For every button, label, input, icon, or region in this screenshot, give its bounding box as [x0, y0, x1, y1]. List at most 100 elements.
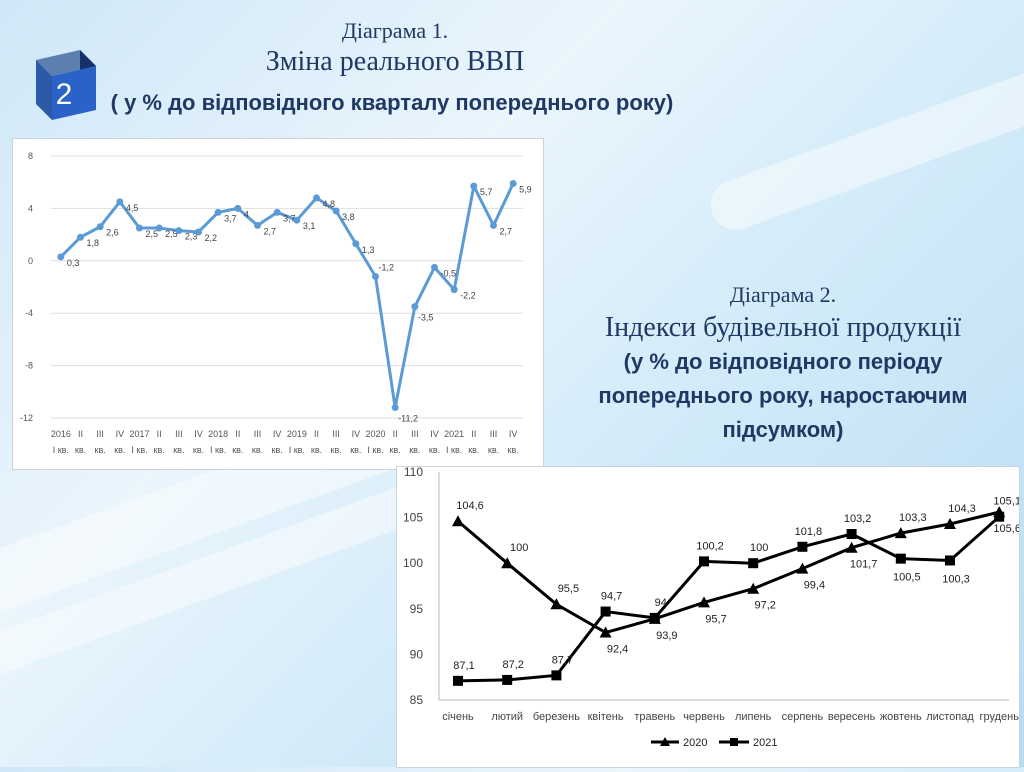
data-point: [490, 221, 497, 229]
x-tick-label: I кв.: [367, 445, 383, 455]
y-tick-label: 85: [410, 693, 424, 707]
x-tick-label: 2020: [365, 429, 385, 439]
data-label-2021: 105,1: [993, 496, 1019, 508]
data-point: [155, 224, 163, 232]
data-point: [136, 224, 143, 232]
data-point-2021: [748, 558, 759, 569]
data-label: 4,8: [323, 199, 336, 209]
x-tick-label: листопад: [926, 711, 974, 723]
data-point-2021: [502, 674, 513, 685]
data-point-2020: [845, 541, 858, 553]
x-tick-label: червень: [683, 711, 725, 723]
gdp-chart: 8 4 0 -4 -8 -12 2016 I кв. II кв. III кв. IV кв. 2017 I…: [20, 151, 532, 455]
data-point-2021: [994, 511, 1005, 522]
data-label: 5,7: [480, 187, 493, 197]
x-tick-label: II: [471, 429, 476, 439]
data-label-2020: 104,6: [456, 500, 484, 512]
data-label-2020: 95,7: [705, 613, 726, 625]
data-point: [96, 223, 104, 231]
data-label: 3,8: [342, 212, 355, 222]
legend-marker-2020: [660, 737, 670, 746]
data-label-2021: 87,2: [502, 659, 523, 671]
x-tick-label: кв.: [468, 445, 479, 455]
data-label: -3,5: [418, 313, 434, 323]
x-tick-label: грудень: [979, 711, 1019, 723]
x-tick-label: 2018: [208, 429, 228, 439]
chart2-subtitle-line1: (у % до відповідного періоду: [623, 349, 943, 374]
x-tick-label: I кв.: [210, 445, 226, 455]
data-label-2021: 94: [655, 597, 667, 609]
data-point: [273, 208, 281, 216]
x-tick-label: 2021: [444, 429, 464, 439]
x-tick-label: серпень: [782, 711, 824, 723]
chart1-caption: Діаграма 1.: [341, 18, 449, 43]
data-point-2020: [550, 598, 563, 610]
data-point-2021: [649, 612, 660, 623]
x-tick-label: IV: [509, 429, 518, 439]
x-tick-label: II: [78, 429, 83, 439]
chart2-subtitle-line2: попереднього року, наростаючим: [598, 383, 968, 408]
construction-index-chart-panel: 110 105 100 95 90 85 січень лютий березень квітен…: [396, 465, 1021, 768]
x-tick-label: кв.: [429, 445, 440, 455]
data-point: [57, 253, 65, 261]
x-tick-label: II: [314, 429, 319, 439]
data-point: [372, 273, 379, 281]
x-tick-label: березень: [533, 711, 580, 723]
data-label: 0,3: [67, 258, 80, 268]
x-tick-label: II: [393, 429, 398, 439]
data-point-2020: [894, 527, 907, 539]
data-label-2020: 93,9: [656, 630, 677, 642]
data-label: 4,5: [126, 203, 139, 213]
x-tick-label: 2019: [287, 429, 307, 439]
data-label-2021: 100: [750, 542, 768, 554]
x-tick-label: кв.: [114, 445, 125, 455]
x-tick-label: липень: [735, 711, 772, 723]
x-tick-label: III: [96, 429, 104, 439]
data-point-2021: [699, 556, 709, 567]
data-label: -11,2: [398, 414, 418, 424]
data-point-2020: [796, 562, 809, 574]
x-tick-label: лютий: [491, 711, 523, 723]
x-tick-label: I кв.: [131, 445, 147, 455]
data-label-2021: 101,8: [795, 526, 823, 538]
data-point: [391, 404, 399, 412]
y-tick-label: -4: [25, 308, 33, 318]
data-label: 2,5: [146, 229, 159, 239]
x-tick-label: кв.: [508, 445, 519, 455]
x-tick-label: травень: [634, 711, 675, 723]
data-point: [450, 286, 458, 294]
data-point-2021: [551, 670, 562, 681]
y-tick-label: -12: [20, 413, 33, 423]
data-label: 2,3: [185, 232, 198, 242]
x-tick-label: кв.: [390, 445, 401, 455]
data-point-2020: [501, 557, 514, 569]
x-tick-label: II: [157, 429, 162, 439]
x-tick-label: III: [411, 429, 419, 439]
data-point-2020: [599, 626, 612, 638]
x-tick-label: III: [332, 429, 340, 439]
data-label-2021: 87,7: [552, 654, 573, 666]
chart2-title-block: Діаграма 2. Індекси будівельної продукці…: [558, 282, 1008, 446]
x-tick-label: IV: [116, 429, 125, 439]
x-tick-label: I кв.: [289, 445, 305, 455]
y-tick-label: 90: [410, 647, 424, 661]
data-point-2021: [846, 529, 857, 540]
x-tick-label: 2016: [51, 429, 71, 439]
data-label-2020: 104,3: [948, 503, 976, 515]
data-label-2020: 92,4: [607, 644, 628, 656]
y-tick-label: 8: [28, 151, 33, 161]
data-label: 1,8: [87, 238, 100, 248]
data-point-2021: [895, 553, 906, 564]
legend-label-2020: 2020: [683, 737, 707, 749]
x-tick-label: кв.: [272, 445, 283, 455]
data-label-2020: 103,3: [899, 512, 927, 524]
data-point-2020: [747, 582, 760, 594]
series-line-gdp: [59, 182, 515, 410]
x-tick-label: кв.: [409, 445, 420, 455]
x-tick-label: IV: [352, 429, 361, 439]
x-tick-label: II: [235, 429, 240, 439]
x-tick-label: січень: [442, 711, 474, 723]
x-tick-label: кв.: [154, 445, 165, 455]
data-label-2021: 100,3: [942, 573, 970, 585]
x-tick-label: кв.: [350, 445, 361, 455]
